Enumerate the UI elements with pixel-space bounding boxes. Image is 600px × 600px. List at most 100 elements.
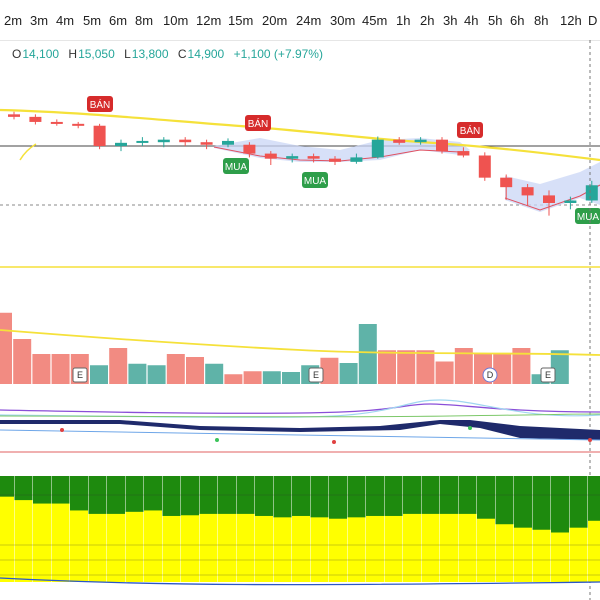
interval-6m[interactable]: 6m xyxy=(109,13,128,28)
interval-3m[interactable]: 3m xyxy=(30,13,49,28)
histogram-green-bar xyxy=(329,476,347,519)
ohlc-readout: O14,100 H15,050 L13,800 C14,900 +1,100 (… xyxy=(12,47,323,61)
interval-15m[interactable]: 15m xyxy=(228,13,254,28)
volume-bar xyxy=(493,354,512,384)
signal-sell-label: BÁN xyxy=(90,98,111,111)
candle-body xyxy=(543,195,555,203)
volume-bar xyxy=(320,357,339,384)
candle-body xyxy=(136,140,149,143)
histogram-green-bar xyxy=(33,476,51,504)
oscillator-dot xyxy=(588,438,592,442)
volume-bar xyxy=(378,350,396,384)
histogram-green-bar xyxy=(588,476,600,521)
oscillator-line-green xyxy=(0,413,600,418)
interval-24m[interactable]: 24m xyxy=(296,13,322,28)
interval-30m[interactable]: 30m xyxy=(330,13,356,28)
candle-body xyxy=(8,114,20,117)
high-key: H xyxy=(68,47,78,61)
candle-body xyxy=(50,121,63,124)
interval-10m[interactable]: 10m xyxy=(163,13,189,28)
histogram-green-bar xyxy=(366,476,384,516)
signal-sell-badge xyxy=(245,115,271,131)
candle-body xyxy=(222,140,234,145)
event-tag-label: E xyxy=(545,370,551,380)
histogram-green-bar xyxy=(70,476,88,511)
volume-bar xyxy=(224,374,243,384)
volume-bar xyxy=(358,324,377,384)
interval-20m[interactable]: 20m xyxy=(262,13,288,28)
candle-body xyxy=(414,139,427,143)
band-area-2 xyxy=(505,162,600,212)
interval-12h[interactable]: 12h xyxy=(560,13,582,28)
histogram-green-bar xyxy=(181,476,199,516)
signal-sell-badge xyxy=(87,96,113,112)
histogram-green-bar xyxy=(14,476,33,501)
histogram-green-bar xyxy=(51,476,70,504)
volume-bar xyxy=(205,363,224,384)
interval-2h[interactable]: 2h xyxy=(420,13,435,28)
volume-bar xyxy=(90,365,108,384)
histogram-yellow-bar xyxy=(0,476,14,582)
histogram-green-bar xyxy=(384,476,403,516)
interval-8h[interactable]: 8h xyxy=(534,13,549,28)
interval-5m[interactable]: 5m xyxy=(83,13,102,28)
volume-bar xyxy=(13,339,32,384)
interval-2m[interactable]: 2m xyxy=(4,13,23,28)
signal-buy-label: MUA xyxy=(225,162,248,173)
histogram-green-bar xyxy=(125,476,144,512)
interval-4m[interactable]: 4m xyxy=(56,13,75,28)
interval-4h[interactable]: 4h xyxy=(464,13,479,28)
oscillator-dot xyxy=(60,428,64,432)
candle-body xyxy=(243,144,256,154)
histogram-green-bar xyxy=(514,476,532,528)
candle-body xyxy=(200,142,213,145)
volume-bar xyxy=(397,350,416,384)
histogram-yellow-bar xyxy=(14,476,33,582)
candle-body xyxy=(157,139,170,143)
interval-12m[interactable]: 12m xyxy=(196,13,222,28)
candle-body xyxy=(564,200,577,203)
signal-sell-badge xyxy=(457,122,483,138)
candle-body xyxy=(307,156,320,159)
candle-body xyxy=(72,123,85,126)
interval-3h[interactable]: 3h xyxy=(443,13,458,28)
dividend-marker xyxy=(482,367,498,383)
candle-body xyxy=(329,158,341,162)
interval-45m[interactable]: 45m xyxy=(362,13,388,28)
candle-body xyxy=(115,142,127,146)
oscillator-dot xyxy=(468,426,472,430)
interval-8m[interactable]: 8m xyxy=(135,13,154,28)
interval-6h[interactable]: 6h xyxy=(510,13,525,28)
candle-body xyxy=(521,187,534,196)
volume-bar xyxy=(339,363,358,384)
histogram-green-bar xyxy=(551,476,569,533)
event-marker xyxy=(72,367,88,383)
oscillator-dot xyxy=(332,440,336,444)
volume-bar xyxy=(282,372,300,384)
candle-body xyxy=(500,177,513,188)
moving-average-stub xyxy=(19,143,37,161)
event-tag-label: E xyxy=(313,370,319,380)
interval-5h[interactable]: 5h xyxy=(488,13,503,28)
signal-buy-badge xyxy=(302,172,328,188)
histogram-green-bar xyxy=(144,476,162,511)
histogram-green-bar xyxy=(162,476,181,516)
candle-body xyxy=(371,139,384,158)
interval-1h[interactable]: 1h xyxy=(396,13,411,28)
volume-bar xyxy=(0,312,12,384)
oscillator-band xyxy=(0,420,600,440)
event-tag-label: E xyxy=(77,370,83,380)
interval-D[interactable]: D xyxy=(588,13,598,28)
candle-body xyxy=(585,185,598,201)
volume-bar xyxy=(128,363,147,384)
signal-sell-label: BÁN xyxy=(248,117,269,130)
band-area-1 xyxy=(214,138,470,162)
volume-bar xyxy=(109,348,128,384)
volume-bar xyxy=(186,357,204,384)
histogram-green-bar xyxy=(292,476,310,516)
signal-buy-label: MUA xyxy=(304,176,327,187)
volume-bar xyxy=(454,348,473,384)
candle-body xyxy=(436,139,448,152)
volume-bar xyxy=(416,350,435,384)
